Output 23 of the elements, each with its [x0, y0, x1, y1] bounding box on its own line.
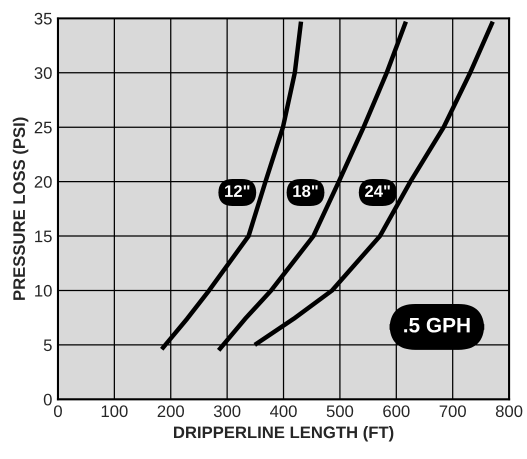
x-axis-title: DRIPPERLINE LENGTH (FT) [174, 426, 394, 442]
x-tick-label: 800 [496, 405, 522, 418]
y-tick-label: 20 [34, 176, 52, 188]
y-tick-label: 30 [34, 67, 52, 79]
annotation: .5 GPH [404, 318, 470, 333]
x-tick-label: 400 [270, 405, 297, 418]
x-tick-label: 500 [326, 405, 354, 418]
x-tick-label: 100 [102, 405, 128, 418]
annotation: 12" [225, 185, 250, 197]
x-tick-label: 700 [440, 405, 466, 418]
x-tick-label: 0 [54, 405, 62, 418]
y-tick-label: 5 [44, 339, 52, 352]
x-tick-label: 600 [383, 405, 410, 418]
y-tick-label: 25 [34, 122, 52, 134]
y-axis-title: PRESSURE LOSS (PSI) [12, 118, 28, 300]
x-tick-label: 200 [158, 405, 184, 418]
y-tick-label: 10 [35, 284, 52, 297]
y-tick-label: 15 [35, 230, 52, 242]
x-tick-label: 300 [214, 405, 240, 418]
y-tick-label: 0 [44, 394, 52, 406]
annotation: 24" [365, 185, 390, 197]
annotation: 18" [293, 185, 318, 197]
y-tick-label: 35 [34, 12, 52, 25]
